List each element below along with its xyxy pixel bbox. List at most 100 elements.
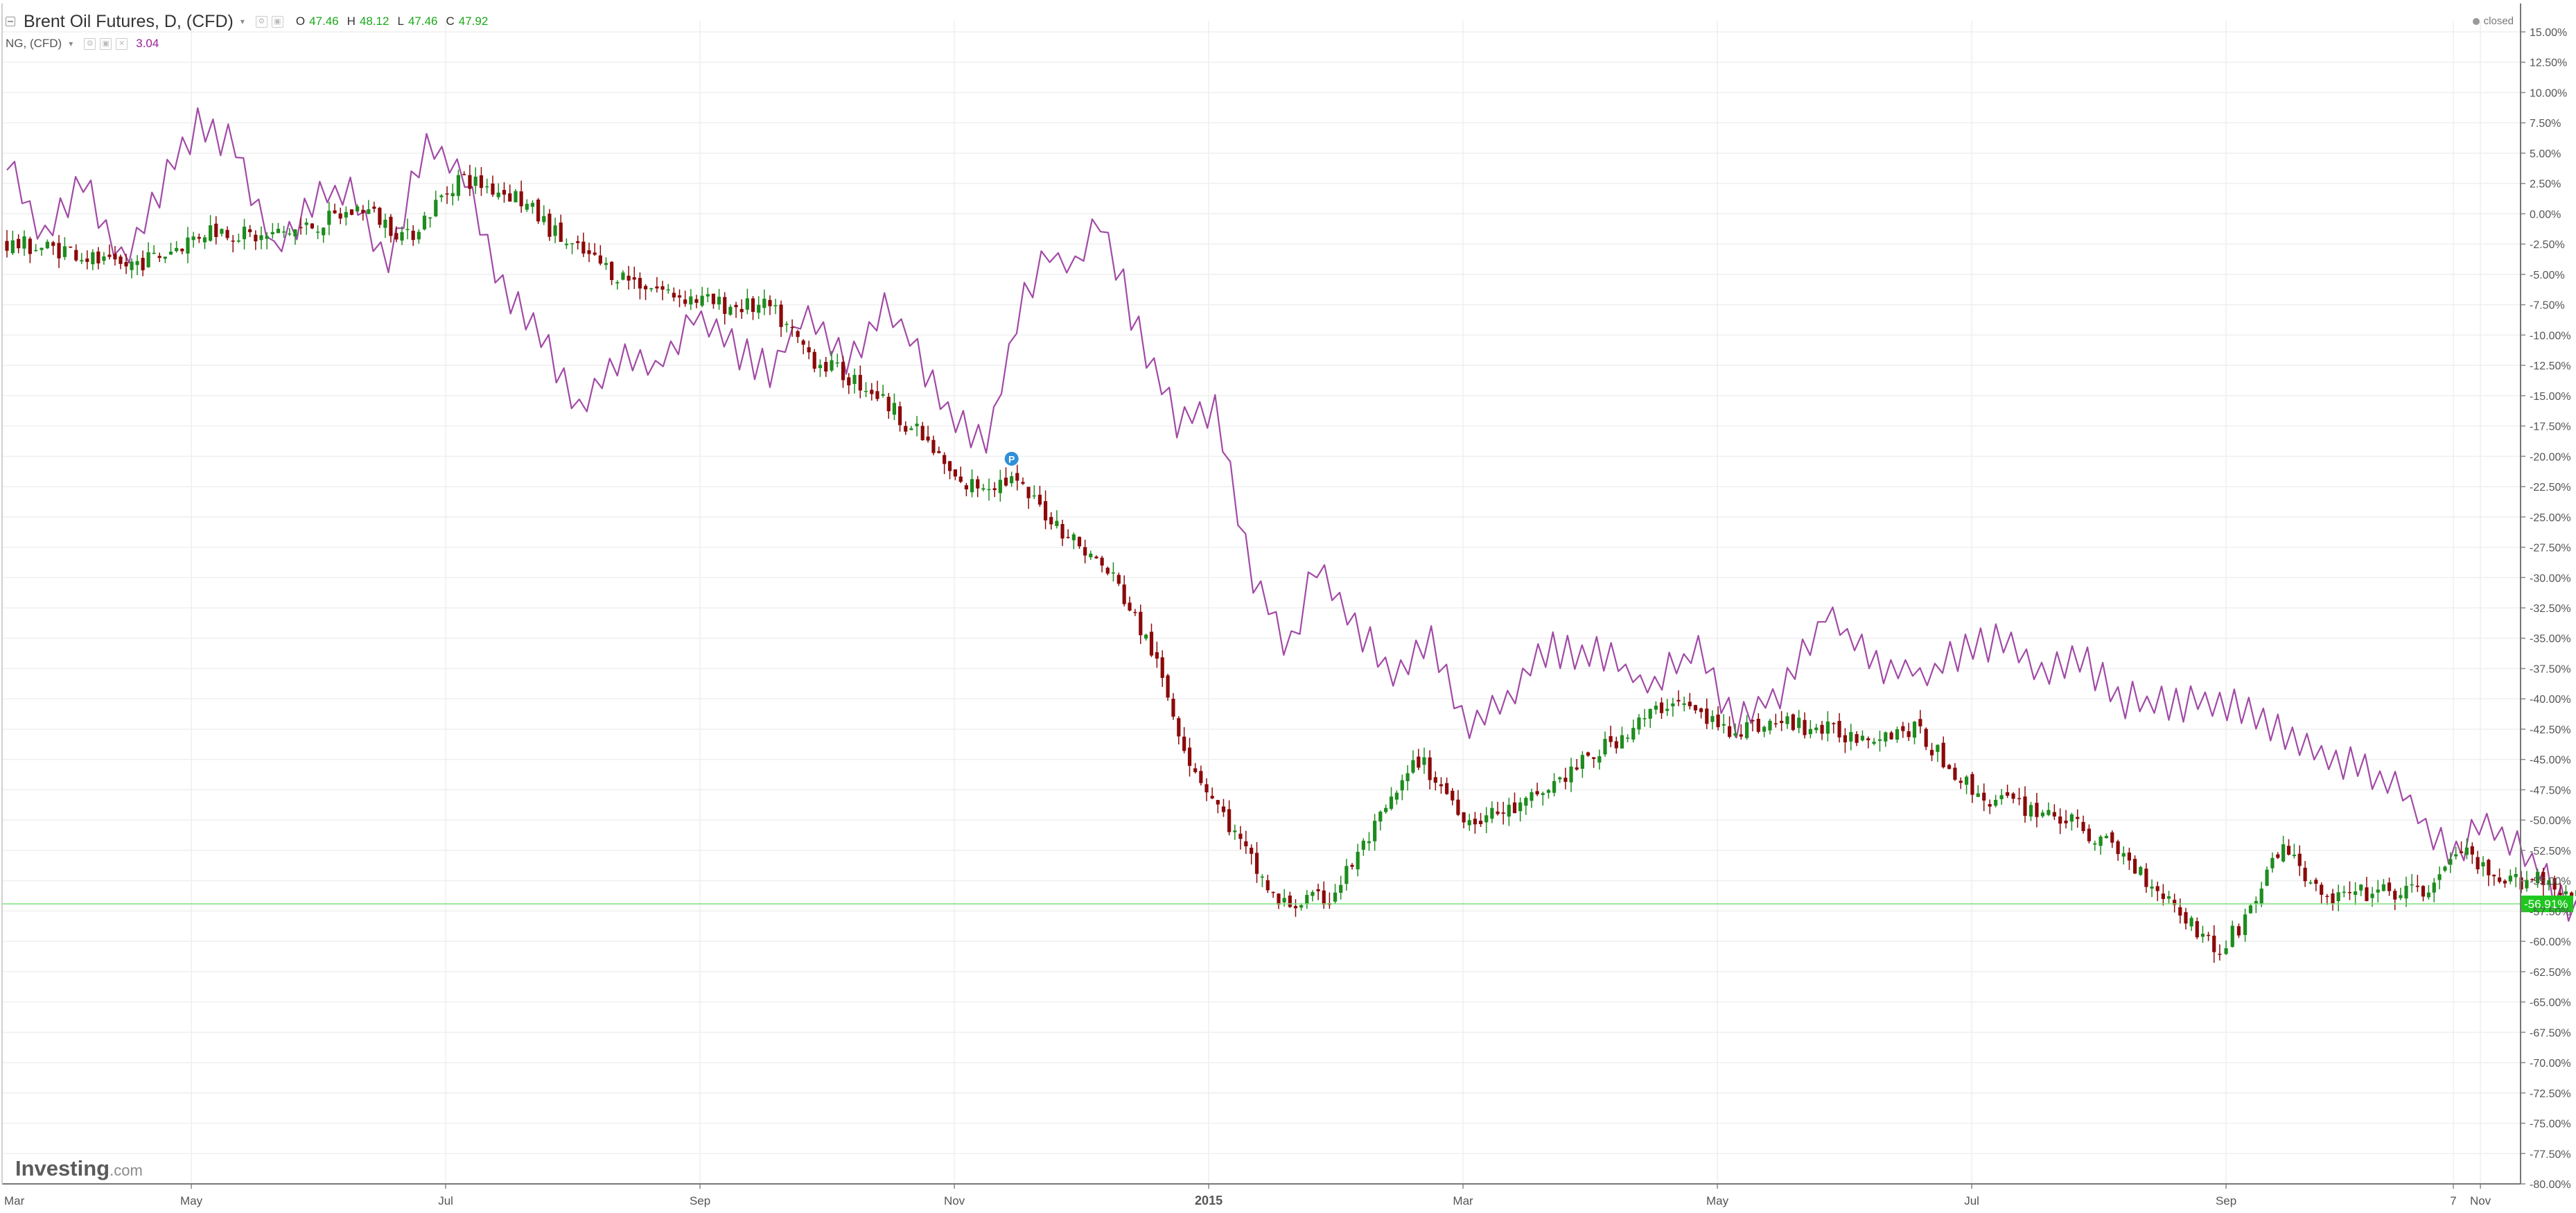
candle-body (2325, 896, 2329, 898)
candle-body (660, 286, 665, 290)
candle-body (2564, 891, 2568, 895)
candle-body (870, 390, 874, 394)
candle-body (858, 374, 862, 391)
candle-body (728, 306, 733, 315)
candle-body (1037, 494, 1042, 505)
y-tick-label: -25.00% (2530, 512, 2571, 524)
candle-body (1620, 735, 1624, 749)
close-label: C (446, 15, 455, 28)
current-price-line: -56.91% (2, 896, 2573, 913)
candle-body (1271, 891, 1275, 893)
current-price-label: -56.91% (2524, 898, 2568, 911)
candle-body (1055, 521, 1059, 526)
candle-body (1456, 799, 1460, 815)
candle-body (1820, 724, 1824, 734)
candle-body (2481, 862, 2485, 866)
symbol-title[interactable]: Brent Oil Futures, D, (CFD) (24, 11, 234, 31)
candle-body (1791, 714, 1795, 731)
candle-body (124, 261, 128, 267)
candle-body (1518, 802, 1523, 812)
candle-body (168, 252, 173, 255)
candle-body (1282, 898, 1286, 902)
candle-body (1637, 717, 1641, 730)
candle-body (2218, 953, 2222, 955)
candle-body (1953, 767, 1957, 780)
candle-body (779, 304, 783, 327)
candle-body (1384, 808, 1388, 812)
candle-body (439, 195, 444, 198)
event-marker-label: P (1008, 453, 1015, 464)
candle-body (299, 227, 303, 229)
candle-body (717, 297, 721, 305)
candle-body (62, 246, 67, 257)
collapse-legend-button[interactable] (6, 17, 15, 26)
candle-body (706, 294, 710, 297)
candle-body (57, 243, 61, 259)
candle-body (1021, 482, 1025, 484)
candle-body (1659, 702, 1664, 713)
candle-body (1699, 708, 1703, 713)
candle-body (1316, 889, 1320, 891)
compare-settings-icon[interactable]: ⚙ (84, 37, 96, 50)
y-tick-label: -67.50% (2530, 1027, 2571, 1039)
candle-body (338, 213, 342, 219)
compare-symbol-title[interactable]: NG, (CFD) (6, 37, 62, 50)
candle-body (1546, 789, 1551, 793)
candle-body (327, 211, 331, 225)
y-tick-label: -52.50% (2530, 846, 2571, 857)
candle-body (1648, 708, 1652, 719)
x-tick-label: May (180, 1194, 203, 1207)
candle-body (2303, 867, 2307, 882)
candle-body (462, 174, 466, 175)
candle-body (2259, 888, 2263, 905)
y-tick-label: -42.50% (2530, 724, 2571, 736)
compare-hide-icon[interactable]: ▣ (100, 37, 112, 50)
candle-body (2426, 892, 2430, 898)
candle-body (102, 256, 106, 261)
candle-body (1428, 757, 1432, 780)
candle-body (180, 248, 184, 252)
candle-body (186, 237, 190, 254)
candle-body (2410, 884, 2414, 886)
candle-body (2354, 891, 2358, 895)
y-tick-label: -27.50% (2530, 543, 2571, 555)
candle-body (2139, 866, 2143, 875)
event-marker-icon[interactable] (1003, 450, 1020, 467)
candle-body (976, 479, 980, 489)
candle-body (1293, 906, 1298, 909)
candle-body (723, 297, 727, 314)
candle-body (322, 227, 326, 236)
settings-icon[interactable]: ⚙ (255, 15, 268, 28)
candle-body (1563, 777, 1568, 783)
candle-body (1626, 738, 1630, 739)
candle-body (581, 241, 586, 254)
y-tick-label: -80.00% (2530, 1179, 2571, 1191)
y-tick-label: -60.00% (2530, 936, 2571, 948)
compare-series-line (6, 107, 2576, 922)
candle-body (1199, 771, 1203, 783)
candle-body (1688, 701, 1692, 706)
candle-body (2005, 792, 2010, 796)
hide-icon[interactable]: ▣ (271, 15, 283, 28)
symbol-chevron-down-icon[interactable]: ▾ (240, 17, 245, 26)
candle-body (2336, 892, 2340, 902)
candle-body (947, 461, 952, 471)
candle-body (2064, 820, 2068, 823)
candle-body (2035, 803, 2039, 817)
compare-close-icon[interactable]: ✕ (116, 37, 128, 50)
low-label: L (397, 15, 404, 28)
y-tick-label: -22.50% (2530, 482, 2571, 494)
candle-body (157, 256, 161, 259)
candle-body (2454, 854, 2458, 857)
candle-body (576, 241, 580, 243)
candle-body (1849, 732, 1853, 742)
candle-body (1116, 575, 1121, 584)
compare-chevron-down-icon[interactable]: ▾ (69, 39, 73, 49)
candle-body (310, 223, 314, 229)
candle-body (91, 252, 95, 265)
candle-body (604, 263, 608, 265)
candle-body (2421, 886, 2426, 897)
candle-body (1541, 793, 1545, 796)
candle-body (2530, 879, 2534, 880)
